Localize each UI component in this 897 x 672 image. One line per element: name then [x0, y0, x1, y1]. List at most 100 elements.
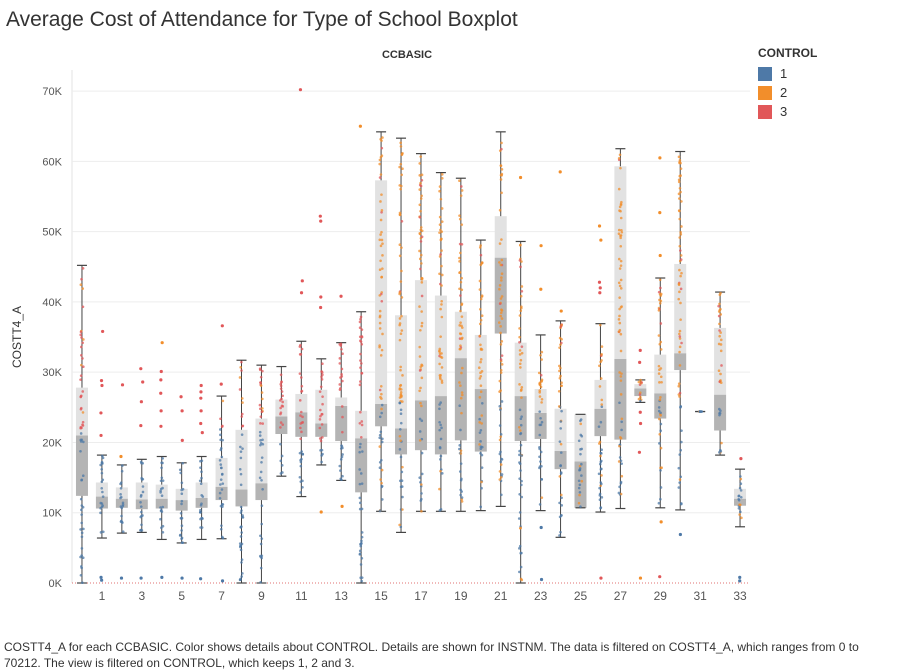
data-point	[279, 406, 282, 410]
data-point	[639, 395, 642, 399]
data-point	[378, 321, 382, 325]
data-point	[379, 259, 382, 263]
data-point	[557, 405, 561, 408]
data-point	[399, 332, 403, 335]
data-point	[199, 508, 202, 512]
data-point	[379, 233, 382, 236]
outlier-point	[200, 431, 204, 435]
data-point	[299, 410, 303, 414]
data-point	[418, 232, 422, 235]
data-point	[677, 155, 681, 159]
data-point	[79, 528, 82, 531]
data-point	[460, 315, 464, 318]
data-point	[359, 317, 362, 321]
data-point	[341, 415, 344, 419]
data-point	[479, 374, 483, 378]
data-point	[677, 282, 681, 286]
data-point	[81, 341, 84, 345]
data-point	[360, 507, 364, 511]
data-point	[258, 476, 262, 480]
legend-item[interactable]: 3	[758, 102, 817, 121]
data-point	[159, 491, 162, 494]
legend-item[interactable]: 1	[758, 64, 817, 83]
data-point	[398, 338, 402, 342]
data-point	[479, 428, 483, 432]
data-point	[141, 485, 145, 488]
box-lower	[474, 389, 487, 452]
data-point	[258, 407, 262, 411]
data-point	[680, 440, 683, 444]
outlier-point	[199, 390, 203, 394]
x-tick-label: 23	[534, 589, 548, 603]
data-point	[420, 321, 424, 325]
box-lower	[674, 353, 687, 371]
data-point	[679, 475, 683, 479]
data-point	[439, 307, 442, 311]
data-point	[578, 493, 581, 497]
data-point	[618, 485, 621, 489]
data-point	[420, 376, 424, 380]
data-point	[739, 475, 742, 478]
data-point	[658, 398, 662, 402]
data-point	[619, 480, 623, 484]
data-point	[361, 450, 364, 453]
data-point	[359, 544, 363, 548]
data-point	[678, 244, 682, 248]
data-point	[459, 194, 463, 197]
data-point	[379, 354, 383, 357]
data-point	[538, 447, 541, 451]
data-point	[678, 481, 681, 484]
data-point	[500, 363, 504, 366]
data-point	[618, 307, 621, 311]
data-point	[438, 407, 441, 411]
data-point	[358, 320, 362, 324]
data-point	[677, 297, 681, 301]
data-point	[597, 472, 601, 476]
data-point	[498, 242, 502, 245]
data-point	[301, 479, 304, 483]
data-point	[279, 387, 283, 390]
outlier-point	[99, 411, 103, 415]
outlier-point	[318, 214, 322, 218]
data-point	[559, 366, 562, 370]
data-point	[439, 454, 443, 458]
data-point	[418, 203, 422, 207]
data-point	[221, 424, 224, 428]
data-point	[500, 317, 504, 320]
data-point	[82, 527, 85, 531]
data-point	[378, 388, 382, 392]
outlier-point	[159, 378, 163, 382]
data-point	[398, 291, 402, 294]
data-point	[479, 440, 482, 443]
data-point	[559, 464, 562, 467]
data-point	[399, 280, 403, 283]
data-point	[659, 396, 662, 399]
data-point	[379, 384, 383, 388]
data-point	[380, 468, 384, 472]
data-point	[241, 401, 244, 404]
data-point	[299, 460, 303, 464]
data-point	[499, 476, 503, 479]
data-point	[739, 482, 743, 486]
data-point	[620, 462, 623, 465]
data-point	[718, 329, 721, 332]
data-point	[498, 470, 502, 473]
legend-item[interactable]: 2	[758, 83, 817, 102]
data-point	[181, 487, 185, 491]
data-point	[500, 340, 504, 343]
data-point	[460, 500, 464, 503]
data-point	[479, 318, 483, 322]
outlier-point	[658, 156, 662, 160]
data-point	[81, 267, 85, 270]
data-point	[400, 173, 404, 177]
data-point	[200, 502, 203, 505]
data-point	[279, 421, 283, 424]
box-lower	[554, 450, 567, 470]
data-point	[580, 462, 583, 466]
data-point	[280, 464, 284, 467]
data-point	[520, 289, 524, 293]
data-point	[460, 371, 463, 375]
data-point	[340, 367, 344, 371]
outlier-point	[597, 224, 602, 228]
data-point	[479, 358, 483, 361]
